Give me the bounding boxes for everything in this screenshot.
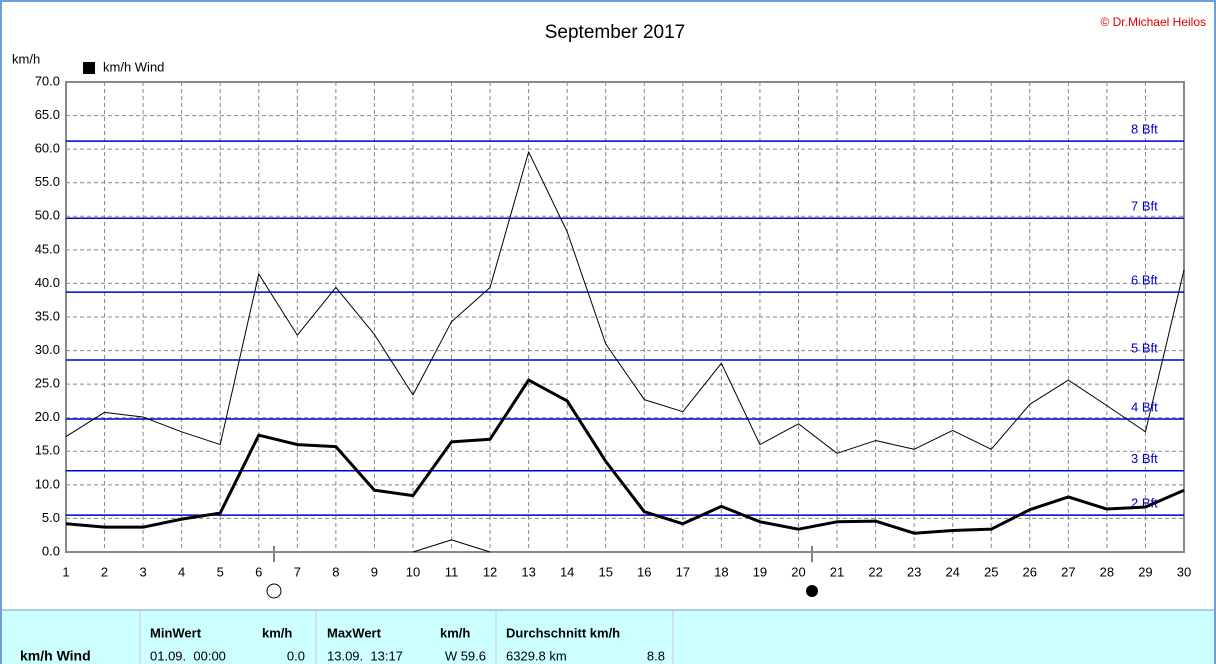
- legend-label: km/h Wind: [103, 59, 164, 74]
- x-tick-label: 28: [1100, 564, 1114, 579]
- chart-title: September 2017: [545, 22, 686, 43]
- row-label: km/h Wind: [20, 648, 91, 664]
- x-tick-label: 3: [139, 564, 146, 579]
- y-tick-label: 20.0: [35, 409, 60, 424]
- y-tick-label: 50.0: [35, 208, 60, 223]
- x-tick-label: 24: [945, 564, 959, 579]
- header-cell: MinWert: [150, 625, 202, 640]
- y-tick-label: 40.0: [35, 275, 60, 290]
- y-tick-label: 65.0: [35, 107, 60, 122]
- x-tick-label: 16: [637, 564, 651, 579]
- beaufort-label: 4 Bft: [1131, 399, 1158, 414]
- x-tick-label: 19: [753, 564, 767, 579]
- x-tick-label: 27: [1061, 564, 1075, 579]
- y-tick-label: 15.0: [35, 443, 60, 458]
- table-cell: 0.0: [287, 648, 305, 663]
- y-tick-label: 10.0: [35, 476, 60, 491]
- x-tick-label: 30: [1177, 564, 1191, 579]
- header-cell: MaxWert: [327, 625, 382, 640]
- header-cell: km/h: [262, 625, 292, 640]
- x-tick-label: 12: [483, 564, 497, 579]
- x-tick-label: 20: [791, 564, 805, 579]
- x-tick-label: 1: [62, 564, 69, 579]
- y-axis-label: km/h: [12, 51, 40, 66]
- y-tick-label: 30.0: [35, 342, 60, 357]
- header-cell: km/h: [440, 625, 470, 640]
- credit: © Dr.Michael Heilos: [1100, 15, 1206, 29]
- y-tick-label: 55.0: [35, 174, 60, 189]
- x-tick-label: 5: [217, 564, 224, 579]
- beaufort-label: 6 Bft: [1131, 273, 1158, 288]
- series-line: [412, 539, 491, 553]
- table-cell: 6329.8 km: [506, 648, 567, 663]
- x-tick-label: 15: [598, 564, 612, 579]
- full-moon: [266, 583, 282, 599]
- y-tick-label: 35.0: [35, 308, 60, 323]
- y-tick-label: 45.0: [35, 241, 60, 256]
- x-tick-label: 29: [1138, 564, 1152, 579]
- x-tick-label: 25: [984, 564, 998, 579]
- table-background: [0, 610, 1216, 664]
- x-tick-label: 18: [714, 564, 728, 579]
- x-tick-label: 23: [907, 564, 921, 579]
- beaufort-label: 8 Bft: [1131, 122, 1158, 137]
- table-cell: W 59.6: [445, 648, 486, 663]
- x-tick-label: 2: [101, 564, 108, 579]
- new-moon: [806, 585, 818, 597]
- x-tick-label: 26: [1023, 564, 1037, 579]
- x-tick-label: 4: [178, 564, 185, 579]
- table-cell: 13.09. 13:17: [327, 648, 403, 663]
- x-tick-label: 11: [445, 564, 459, 579]
- y-tick-label: 0.0: [42, 543, 60, 558]
- x-tick-label: 13: [521, 564, 535, 579]
- series-line: [65, 151, 1185, 454]
- y-tick-label: 70.0: [35, 73, 60, 88]
- header-cell: Durchschnitt km/h: [506, 625, 620, 640]
- y-tick-label: 25.0: [35, 376, 60, 391]
- plot-border: [65, 81, 1185, 553]
- beaufort-label: 3 Bft: [1131, 451, 1158, 466]
- table-header: MinWert km/h MaxWert km/h Durchschnitt k…: [20, 625, 620, 663]
- x-tick-label: 6: [255, 564, 262, 579]
- table-cell: 01.09. 00:00: [150, 648, 226, 663]
- x-tick-label: 10: [406, 564, 420, 579]
- y-tick-label: 60.0: [35, 141, 60, 156]
- x-tick-label: 14: [560, 564, 574, 579]
- x-tick-label: 17: [676, 564, 690, 579]
- x-tick-label: 7: [294, 564, 301, 579]
- series-line: [65, 378, 1185, 535]
- x-tick-label: 21: [830, 564, 844, 579]
- legend-swatch: [83, 62, 95, 74]
- table-separators: [139, 610, 674, 664]
- table-cell: 8.8: [647, 648, 665, 663]
- beaufort-label: 5 Bft: [1131, 340, 1158, 355]
- beaufort-label: 7 Bft: [1131, 199, 1158, 214]
- x-tick-label: 8: [332, 564, 339, 579]
- y-tick-label: 5.0: [42, 510, 60, 525]
- x-tick-label: 9: [371, 564, 378, 579]
- x-tick-label: 22: [868, 564, 882, 579]
